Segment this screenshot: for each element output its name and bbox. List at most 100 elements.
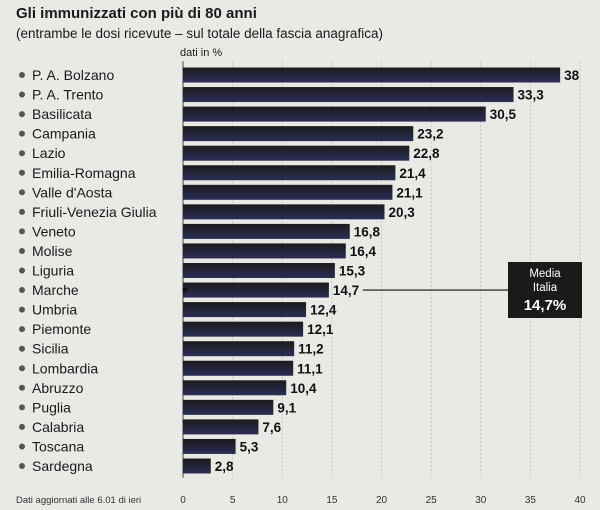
average-marker xyxy=(182,287,188,293)
row-bullet xyxy=(19,228,25,235)
row-bullet xyxy=(19,365,25,372)
bar xyxy=(183,458,211,474)
bar xyxy=(183,67,561,83)
row-bullet xyxy=(19,345,25,352)
bar-value-label: 15,3 xyxy=(339,264,366,279)
row-bullet xyxy=(19,267,25,274)
bar-value-label: 22,8 xyxy=(413,146,440,161)
average-annotation: Media Italia 14,7% xyxy=(182,262,582,318)
x-tick-label: 15 xyxy=(326,495,338,506)
bar xyxy=(183,380,287,396)
bar-value-label: 5,3 xyxy=(240,439,259,454)
x-tick-label: 40 xyxy=(574,495,586,506)
bar xyxy=(183,399,274,415)
category-label: Puglia xyxy=(32,399,71,415)
bar-value-label: 33,3 xyxy=(518,88,545,103)
row-bullet xyxy=(19,384,25,391)
bars-group: P. A. Bolzano 38 P. A. Trento 33,3 Basilicat… xyxy=(19,67,580,474)
footnote: Dati aggiornati alle 6.01 di ieri xyxy=(16,495,141,506)
bar-value-label: 11,2 xyxy=(298,342,324,357)
bar xyxy=(183,165,396,181)
bar-value-label: 11,1 xyxy=(297,361,323,376)
bar-value-label: 9,1 xyxy=(277,400,296,415)
row-bullet xyxy=(19,208,25,215)
bar xyxy=(183,263,335,278)
bar xyxy=(183,419,259,435)
row-bullet xyxy=(19,404,25,411)
x-tick-label: 5 xyxy=(230,495,236,506)
average-label-line1: Media xyxy=(529,268,561,280)
row-bullet xyxy=(19,111,25,118)
x-axis-ticks: 0 5 10 15 20 25 30 35 40 xyxy=(180,495,586,506)
bar xyxy=(183,223,350,239)
row-bullet xyxy=(19,91,25,98)
bar-value-label: 30,5 xyxy=(490,107,517,122)
average-box xyxy=(508,262,582,318)
category-label: P. A. Trento xyxy=(32,87,104,103)
x-tick-label: 35 xyxy=(525,495,537,506)
row-bullet xyxy=(19,287,25,294)
row-bullet xyxy=(19,326,25,333)
x-tick-label: 20 xyxy=(376,495,388,506)
bar xyxy=(183,341,295,357)
category-label: Marche xyxy=(32,282,79,298)
category-label: Umbria xyxy=(32,302,77,318)
row-bullet xyxy=(19,423,25,430)
bar-value-label: 21,4 xyxy=(399,166,426,181)
x-tick-label: 0 xyxy=(180,495,186,506)
category-label: Calabria xyxy=(32,419,84,435)
category-label: Friuli-Venezia Giulia xyxy=(32,204,157,220)
category-label: Basilicata xyxy=(32,106,92,122)
bar xyxy=(183,438,236,454)
chart-subtitle: (entrambe le dosi ricevute – sul totale … xyxy=(16,26,383,41)
x-tick-label: 30 xyxy=(475,495,487,506)
bar-value-label: 23,2 xyxy=(417,127,443,142)
row-bullet xyxy=(19,247,25,254)
category-label: Sardegna xyxy=(32,458,93,474)
bar xyxy=(183,184,393,200)
average-label-line2: Italia xyxy=(533,282,558,294)
category-label: Sicilia xyxy=(32,341,69,357)
x-tick-label: 25 xyxy=(426,495,438,506)
bar-value-label: 12,1 xyxy=(307,322,334,337)
bar xyxy=(183,302,307,318)
category-label: Emilia-Romagna xyxy=(32,165,136,181)
bar xyxy=(183,243,346,259)
bar-value-label: 7,6 xyxy=(262,420,281,435)
row-bullet xyxy=(19,169,25,176)
category-label: P. A. Bolzano xyxy=(32,67,114,83)
bar-value-label: 10,4 xyxy=(290,381,317,396)
bar-value-label: 16,4 xyxy=(350,244,377,259)
bar xyxy=(183,106,486,122)
bar-value-label: 20,3 xyxy=(388,205,415,220)
bar-value-label: 2,8 xyxy=(215,459,234,474)
bar-value-label: 12,4 xyxy=(310,303,337,318)
bar-value-label: 38 xyxy=(564,68,580,83)
row-bullet xyxy=(19,463,25,469)
category-label: Piemonte xyxy=(32,321,91,337)
bar-value-label: 16,8 xyxy=(354,224,381,239)
x-tick-label: 10 xyxy=(277,495,289,506)
average-value: 14,7% xyxy=(524,297,567,314)
bar xyxy=(183,321,304,337)
row-bullet xyxy=(19,189,25,196)
row-bullet xyxy=(19,306,25,313)
category-label: Lazio xyxy=(32,145,66,161)
bar xyxy=(183,282,329,298)
bar xyxy=(183,145,410,161)
bar xyxy=(183,87,514,103)
category-label: Veneto xyxy=(32,223,76,239)
unit-label: dati in % xyxy=(180,47,222,59)
category-label: Campania xyxy=(32,126,96,142)
category-label: Molise xyxy=(32,243,73,259)
bar-value-label: 21,1 xyxy=(396,185,423,200)
bar-value-label: 14,7 xyxy=(333,283,359,298)
row-bullet xyxy=(19,130,25,137)
chart-title: Gli immunizzati con più di 80 anni xyxy=(16,5,257,22)
row-bullet xyxy=(19,72,25,78)
category-label: Lombardia xyxy=(32,360,98,376)
bar xyxy=(183,360,294,376)
category-label: Abruzzo xyxy=(32,380,84,396)
category-label: Valle d'Aosta xyxy=(32,184,112,200)
